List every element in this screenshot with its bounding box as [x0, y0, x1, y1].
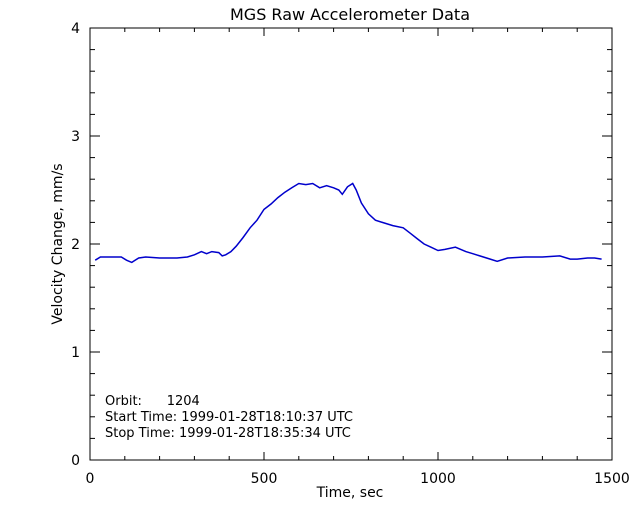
- annotation-start-time: Start Time: 1999-01-28T18:10:37 UTC: [105, 410, 353, 425]
- series-line: [94, 182, 602, 264]
- chart-title: MGS Raw Accelerometer Data: [230, 5, 470, 24]
- y-axis-tick-labels: 0 1 2 3 4: [71, 21, 80, 469]
- y-axis-label: Velocity Change, mm/s: [50, 163, 66, 324]
- x-axis-tick-labels: 0 500 1000 1500: [86, 471, 630, 487]
- y-tick-label: 3: [71, 129, 80, 145]
- x-tick-label: 1500: [594, 471, 630, 487]
- x-tick-label: 0: [86, 471, 95, 487]
- x-tick-label: 500: [251, 471, 278, 487]
- y-tick-label: 2: [71, 237, 80, 253]
- annotation-orbit: Orbit: 1204: [105, 394, 200, 409]
- y-tick-label: 4: [71, 21, 80, 37]
- orbit-info-annotation: Orbit: 1204 Start Time: 1999-01-28T18:10…: [105, 394, 353, 441]
- y-tick-label: 0: [71, 453, 80, 469]
- x-axis-label: Time, sec: [316, 485, 384, 501]
- x-axis-ticks: [89, 28, 613, 460]
- y-tick-label: 1: [71, 345, 80, 361]
- y-axis-ticks: [90, 27, 612, 461]
- x-tick-label: 1000: [420, 471, 456, 487]
- annotation-stop-time: Stop Time: 1999-01-28T18:35:34 UTC: [105, 426, 351, 441]
